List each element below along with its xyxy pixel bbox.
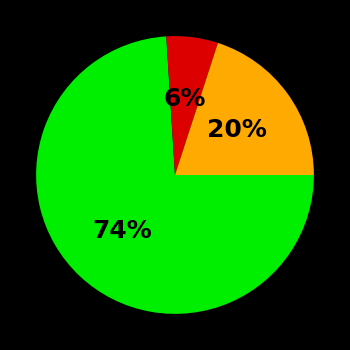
- Text: 74%: 74%: [93, 219, 153, 243]
- Text: 20%: 20%: [207, 118, 267, 142]
- Wedge shape: [175, 43, 314, 175]
- Wedge shape: [36, 36, 314, 314]
- Text: 6%: 6%: [163, 87, 206, 111]
- Wedge shape: [166, 36, 218, 175]
